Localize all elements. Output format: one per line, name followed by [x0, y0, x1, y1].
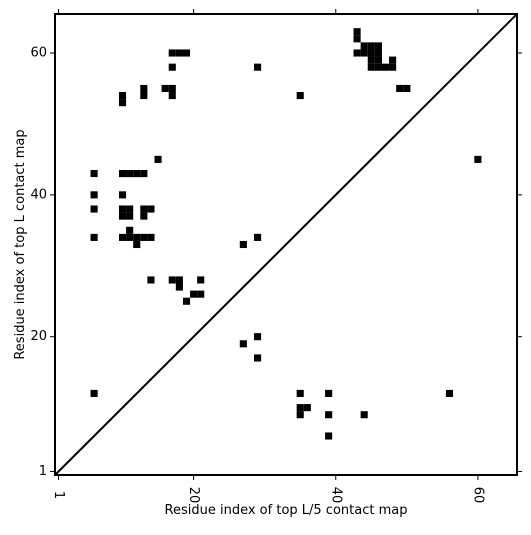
contact-point: [175, 283, 183, 291]
y-tick-label: 20: [30, 329, 47, 344]
contact-point: [147, 233, 155, 241]
contact-point: [133, 233, 141, 241]
contact-point: [190, 290, 198, 298]
contact-point: [445, 389, 454, 397]
x-tick-label: 60: [470, 487, 485, 504]
contact-point: [140, 233, 148, 241]
contact-point: [325, 432, 333, 440]
contact-point: [147, 205, 155, 213]
contact-point: [296, 411, 304, 419]
contact-point: [197, 290, 205, 298]
diagonal-line: [54, 13, 518, 476]
contact-point: [239, 240, 247, 249]
contact-point: [168, 276, 176, 284]
contact-point: [118, 99, 127, 107]
contact-point: [367, 42, 375, 50]
contact-point: [374, 42, 382, 50]
contact-point: [325, 389, 333, 397]
contact-point: [140, 212, 148, 220]
contact-point: [367, 63, 375, 71]
contact-point: [374, 63, 382, 71]
contact-point: [140, 84, 148, 93]
contact-point: [168, 49, 176, 57]
contact-point: [133, 240, 141, 249]
x-axis-label: Residue index of top L/5 contact map: [165, 503, 408, 518]
contact-point: [389, 63, 397, 71]
contact-point: [296, 92, 304, 100]
contact-point: [126, 205, 134, 213]
contact-point: [325, 411, 333, 419]
contact-point: [474, 155, 482, 163]
contact-point: [254, 63, 262, 71]
contact-point: [182, 49, 191, 57]
contact-point: [396, 84, 404, 93]
y-axis-label: Residue index of top L contact map: [13, 129, 28, 359]
contact-point: [296, 389, 304, 397]
x-tick-label: 20: [186, 487, 201, 504]
contact-point: [118, 191, 127, 199]
contact-point: [254, 354, 262, 362]
y-tick-label: 60: [30, 46, 47, 61]
contact-point: [118, 205, 127, 213]
contact-point: [168, 84, 176, 93]
contact-point: [403, 84, 411, 93]
contact-point: [254, 233, 262, 241]
contact-point: [90, 191, 98, 199]
x-tick-label: 1: [51, 491, 66, 499]
contact-point: [168, 63, 176, 71]
contact-point: [133, 170, 141, 178]
contact-point: [182, 297, 191, 305]
y-tick-label: 40: [30, 187, 47, 202]
contact-point: [303, 404, 311, 412]
contact-point: [367, 56, 375, 64]
x-tick-label: 40: [328, 487, 343, 504]
contact-point: [254, 333, 262, 341]
contact-point: [154, 155, 162, 163]
contact-point: [360, 42, 368, 50]
contact-point: [381, 63, 390, 71]
contact-point: [353, 49, 361, 57]
contact-point: [140, 92, 148, 100]
contact-point: [126, 170, 134, 178]
contact-point: [374, 49, 382, 57]
contact-point: [360, 411, 368, 419]
contact-point: [360, 49, 368, 57]
contact-point: [168, 92, 176, 100]
axes-frame: [54, 13, 518, 476]
contact-point: [175, 49, 183, 57]
contact-point: [140, 170, 148, 178]
contact-point: [90, 205, 98, 213]
contact-point: [126, 233, 134, 241]
contact-point: [239, 340, 247, 348]
contact-point: [90, 389, 98, 397]
contact-point: [118, 233, 127, 241]
contact-point: [90, 233, 98, 241]
contact-point: [367, 49, 375, 57]
contact-point: [126, 226, 134, 234]
contact-point: [353, 35, 361, 43]
contact-point: [90, 170, 98, 178]
contact-point: [161, 84, 169, 93]
contact-point: [353, 28, 361, 36]
contact-point: [175, 276, 183, 284]
contact-point: [147, 276, 155, 284]
contact-point: [296, 404, 304, 412]
contact-points-layer: [90, 28, 482, 440]
contact-point: [140, 205, 148, 213]
contact-point: [118, 92, 127, 100]
contact-point: [118, 212, 127, 220]
contact-point: [118, 170, 127, 178]
y-tick-label: 1: [39, 464, 47, 479]
contact-point: [374, 56, 382, 64]
ticks-layer: 1 20 40 60 1 20 40 60: [30, 9, 522, 503]
contact-point: [389, 56, 397, 64]
contact-point: [126, 212, 134, 220]
contact-point: [197, 276, 205, 284]
